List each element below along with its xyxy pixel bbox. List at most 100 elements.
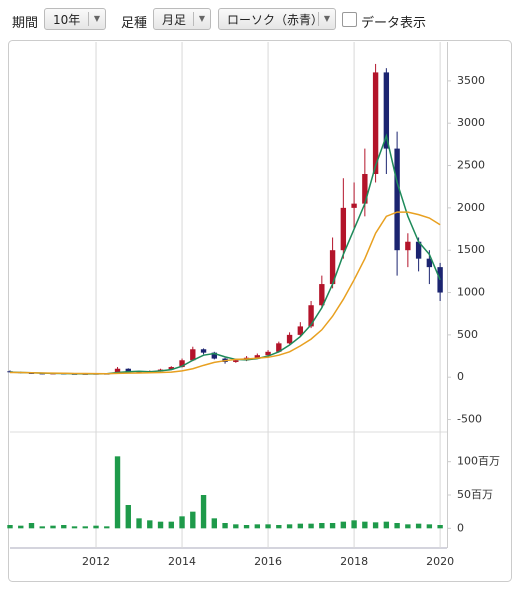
volume-bar: [18, 525, 24, 529]
volume-bar: [39, 526, 45, 529]
interval-dropdown[interactable]: 月足 ▼: [153, 8, 211, 30]
candle-body: [168, 367, 174, 370]
volume-bar: [7, 525, 13, 529]
volume-bar: [383, 521, 390, 529]
volume-bar: [415, 523, 422, 529]
volume-bar: [276, 525, 282, 529]
volume-bar: [168, 521, 174, 529]
candle-body: [7, 371, 13, 373]
candle-body: [125, 368, 131, 373]
candle-body: [233, 360, 239, 362]
x-tick-label: 2020: [426, 555, 454, 568]
volume-tick-label: 0: [457, 521, 464, 534]
y-tick-label: 3500: [457, 74, 485, 87]
style-dropdown[interactable]: ローソク（赤青） ▼: [218, 8, 336, 30]
toolbar: 期間 10年 ▼ 足種 月足 ▼ ローソク（赤青） ▼ データ表示: [0, 0, 525, 38]
candle-body: [179, 360, 185, 368]
y-tick-label: 500: [457, 328, 478, 341]
volume-bar: [136, 518, 142, 529]
x-tick-label: 2016: [254, 555, 282, 568]
x-tick-label: 2012: [82, 555, 110, 568]
moving-average: [10, 211, 441, 375]
candle-body: [308, 305, 314, 327]
candle-body: [319, 284, 325, 306]
volume-bar: [297, 523, 304, 529]
x-tick-label: 2014: [168, 555, 196, 568]
y-tick-label: -500: [457, 413, 482, 426]
volume-bar: [71, 526, 78, 529]
candle-body: [114, 368, 121, 374]
volume-bar: [104, 526, 110, 529]
volume-bar: [28, 523, 35, 529]
period-label: 期間: [12, 16, 39, 31]
candle-body: [415, 241, 422, 259]
candle-body: [394, 148, 400, 251]
data-label: データ表示: [361, 16, 427, 31]
volume-bar: [179, 516, 185, 529]
x-tick-label: 2018: [340, 555, 368, 568]
volume-bar: [426, 524, 433, 529]
candle-body: [211, 352, 217, 359]
volume-bar: [200, 495, 207, 529]
volume-tick-label: 50百万: [457, 488, 493, 501]
volume-tick-label: 100百万: [457, 455, 500, 468]
volume-bar: [351, 520, 357, 529]
volume-bar: [93, 525, 99, 529]
y-tick-label: 0: [457, 370, 464, 383]
data-checkbox[interactable]: [342, 12, 357, 27]
volume-bar: [233, 524, 239, 529]
candle-body: [286, 334, 293, 344]
interval-value: 月足: [162, 13, 187, 27]
arrow: ▼: [318, 12, 335, 26]
candle-body: [329, 250, 336, 285]
volume-bar: [157, 521, 164, 529]
y-tick-label: 1000: [457, 286, 485, 299]
candle-body: [362, 174, 368, 204]
volume-bar: [147, 520, 153, 529]
volume-bar: [329, 523, 336, 529]
candle-body: [200, 349, 207, 353]
volume-bar: [114, 456, 121, 529]
volume-bar: [211, 518, 217, 529]
candle-body: [276, 343, 282, 352]
volume-bar: [190, 511, 196, 529]
candle-body: [254, 355, 261, 358]
volume-bar: [243, 525, 250, 529]
candle-body: [351, 203, 357, 208]
volume-bar: [82, 526, 88, 529]
volume-bar: [437, 525, 443, 529]
candle-body: [426, 258, 433, 268]
volume-bar: [254, 524, 261, 529]
volume-bar: [61, 525, 67, 529]
volume-bar: [340, 521, 347, 529]
volume-bar: [222, 523, 228, 529]
period-dropdown[interactable]: 10年 ▼: [44, 8, 106, 30]
candle-body: [372, 72, 379, 174]
y-tick-label: 3000: [457, 116, 485, 129]
volume-bar: [308, 523, 314, 529]
chart-frame: [8, 40, 512, 582]
candle-body: [405, 241, 411, 251]
volume-bar: [362, 521, 368, 529]
arrow: ▼: [88, 12, 105, 26]
volume-bar: [50, 525, 56, 529]
y-tick-label: 2500: [457, 159, 485, 172]
interval-label: 足種: [121, 16, 148, 31]
volume-bar: [286, 524, 293, 529]
candle-body: [265, 351, 271, 356]
candle-body: [297, 326, 304, 335]
y-tick-label: 1500: [457, 243, 485, 256]
volume-bar: [372, 522, 379, 529]
volume-bar: [405, 524, 411, 529]
candle-body: [383, 72, 390, 149]
arrow: ▼: [193, 12, 210, 26]
volume-bar: [319, 523, 325, 529]
period-value: 10年: [53, 13, 81, 27]
candle-body: [340, 207, 347, 251]
volume-bar: [394, 523, 400, 529]
candle-body: [39, 373, 45, 375]
candle-body: [190, 349, 196, 361]
volume-bar: [265, 524, 271, 529]
